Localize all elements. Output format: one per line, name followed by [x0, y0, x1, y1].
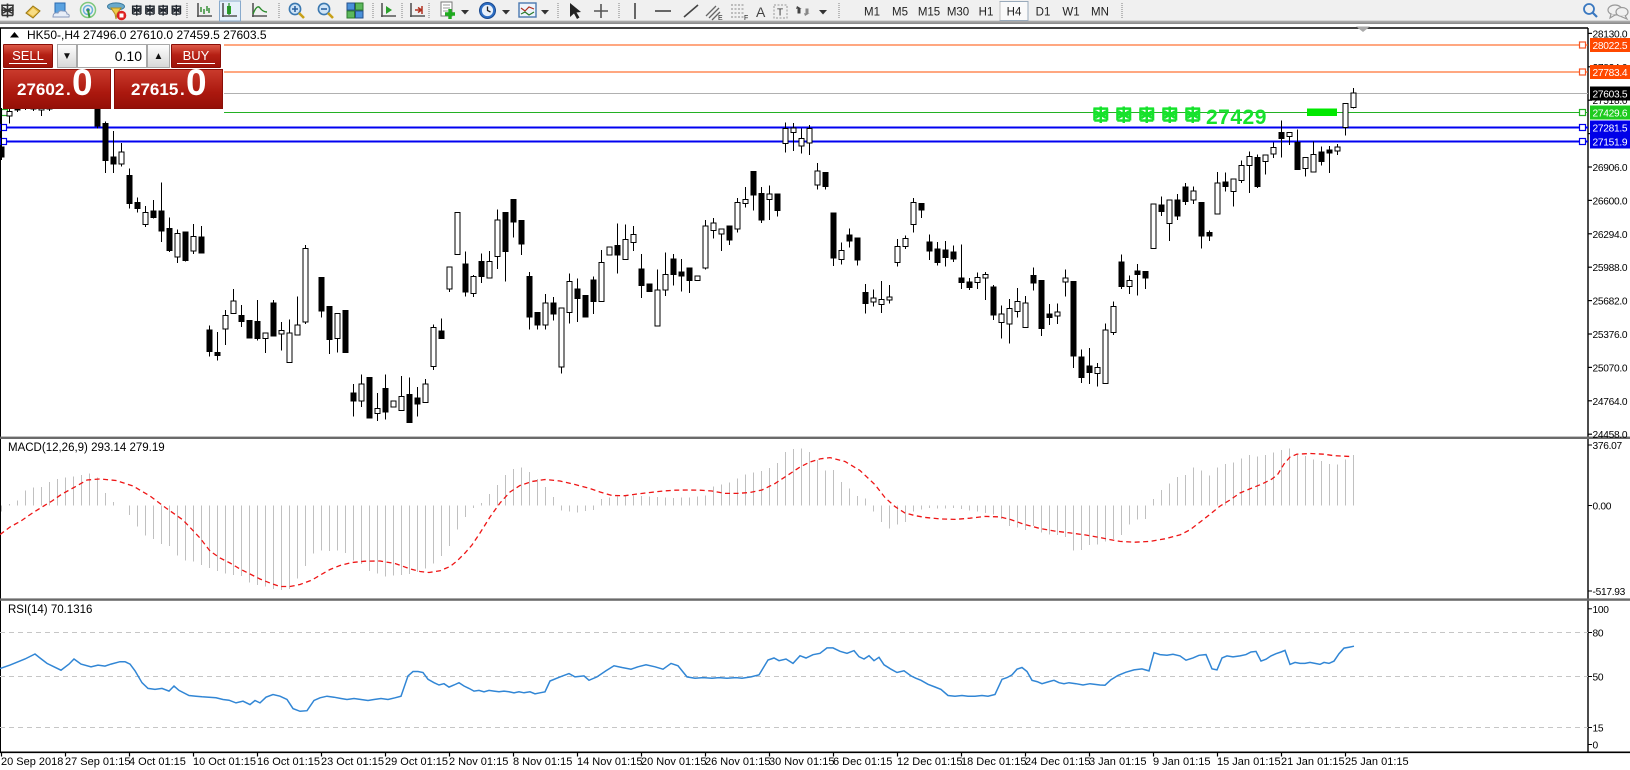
svg-text:MN: MN — [1091, 7, 1109, 19]
svg-text:T: T — [777, 8, 783, 19]
svg-text:HK50-,H4 27496.0 27610.0 2745: HK50-,H4 27496.0 27610.0 27459.5 27603.5 — [27, 28, 267, 42]
svg-text:3 Jan 01:15: 3 Jan 01:15 — [1089, 756, 1147, 768]
svg-text:26294.0: 26294.0 — [1593, 230, 1628, 241]
svg-text:20 Sep 2018: 20 Sep 2018 — [1, 756, 63, 768]
svg-text:26600.0: 26600.0 — [1593, 196, 1628, 207]
svg-text:H4: H4 — [1007, 7, 1022, 19]
svg-text:E: E — [718, 15, 723, 22]
svg-text:0: 0 — [1593, 741, 1599, 752]
svg-text:27518.0: 27518.0 — [1593, 96, 1628, 107]
svg-text:M15: M15 — [918, 7, 940, 19]
svg-text:27429.6: 27429.6 — [1593, 109, 1628, 120]
svg-text:D1: D1 — [1036, 7, 1051, 19]
svg-text:RSI(14) 70.1316: RSI(14) 70.1316 — [8, 604, 92, 616]
svg-text:M5: M5 — [892, 7, 908, 19]
svg-text:376.07: 376.07 — [1593, 441, 1623, 452]
svg-text:27 Sep 01:15: 27 Sep 01:15 — [65, 756, 130, 768]
svg-text:8 Nov 01:15: 8 Nov 01:15 — [513, 756, 572, 768]
svg-text:2 Nov 01:15: 2 Nov 01:15 — [449, 756, 508, 768]
svg-text:24458.0: 24458.0 — [1593, 430, 1628, 441]
svg-text:A: A — [756, 4, 766, 20]
svg-text:25988.0: 25988.0 — [1593, 263, 1628, 274]
svg-text:26 Nov 01:15: 26 Nov 01:15 — [705, 756, 770, 768]
svg-text:15: 15 — [1593, 724, 1604, 735]
svg-text:25682.0: 25682.0 — [1593, 297, 1628, 308]
svg-text:M30: M30 — [947, 7, 969, 19]
svg-text:12 Dec 01:15: 12 Dec 01:15 — [897, 756, 962, 768]
svg-text:-517.93: -517.93 — [1593, 587, 1626, 598]
svg-text:20 Nov 01:15: 20 Nov 01:15 — [641, 756, 706, 768]
svg-text:M1: M1 — [864, 7, 880, 19]
svg-text:27603.5: 27603.5 — [1593, 90, 1628, 101]
svg-text:25070.0: 25070.0 — [1593, 363, 1628, 374]
svg-text:27151.9: 27151.9 — [1593, 138, 1628, 149]
svg-text:16 Oct 01:15: 16 Oct 01:15 — [257, 756, 320, 768]
svg-text:MACD(12,26,9) 293.14 279.19: MACD(12,26,9) 293.14 279.19 — [8, 442, 165, 454]
svg-text:23 Oct 01:15: 23 Oct 01:15 — [321, 756, 384, 768]
svg-text:27281.5: 27281.5 — [1593, 124, 1628, 135]
svg-text:26906.0: 26906.0 — [1593, 163, 1628, 174]
svg-text:30 Nov 01:15: 30 Nov 01:15 — [769, 756, 834, 768]
svg-text:29 Oct 01:15: 29 Oct 01:15 — [385, 756, 448, 768]
svg-text:14 Nov 01:15: 14 Nov 01:15 — [577, 756, 642, 768]
svg-text:50: 50 — [1593, 673, 1604, 684]
svg-text:27783.4: 27783.4 — [1593, 68, 1628, 79]
svg-text:24764.0: 24764.0 — [1593, 397, 1628, 408]
svg-text:21 Jan 01:15: 21 Jan 01:15 — [1281, 756, 1345, 768]
svg-text:6 Dec 01:15: 6 Dec 01:15 — [833, 756, 892, 768]
svg-text:24 Dec 01:15: 24 Dec 01:15 — [1025, 756, 1090, 768]
svg-text:27429: 27429 — [1206, 106, 1267, 129]
svg-text:0.00: 0.00 — [1593, 502, 1612, 513]
svg-text:18 Dec 01:15: 18 Dec 01:15 — [961, 756, 1026, 768]
svg-text:28022.5: 28022.5 — [1593, 41, 1628, 52]
svg-text:9 Jan 01:15: 9 Jan 01:15 — [1153, 756, 1211, 768]
svg-text:80: 80 — [1593, 629, 1604, 640]
svg-text:4 Oct 01:15: 4 Oct 01:15 — [129, 756, 186, 768]
svg-text:W1: W1 — [1062, 7, 1079, 19]
svg-text:25376.0: 25376.0 — [1593, 330, 1628, 341]
svg-text:H1: H1 — [979, 7, 994, 19]
svg-text:F: F — [744, 15, 748, 22]
svg-text:28130.0: 28130.0 — [1593, 29, 1628, 40]
svg-text:15 Jan 01:15: 15 Jan 01:15 — [1217, 756, 1281, 768]
svg-text:25 Jan 01:15: 25 Jan 01:15 — [1345, 756, 1409, 768]
svg-text:100: 100 — [1593, 605, 1610, 616]
svg-text:10 Oct 01:15: 10 Oct 01:15 — [193, 756, 256, 768]
